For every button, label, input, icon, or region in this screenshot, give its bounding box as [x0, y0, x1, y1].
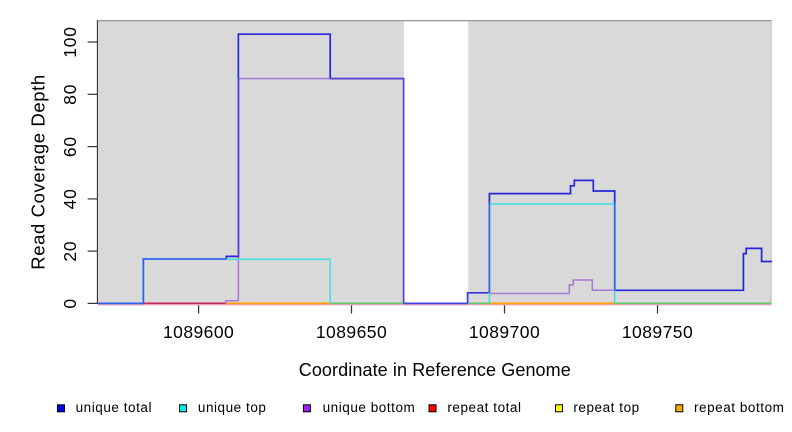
svg-text:60: 60: [60, 136, 80, 157]
svg-text:1089650: 1089650: [316, 322, 387, 342]
svg-text:20: 20: [60, 241, 80, 262]
svg-text:Coordinate in Reference Genome: Coordinate in Reference Genome: [299, 360, 571, 380]
svg-text:100: 100: [60, 26, 80, 58]
svg-text:unique top: unique top: [198, 400, 267, 415]
svg-text:repeat total: repeat total: [447, 400, 521, 415]
svg-text:1089600: 1089600: [163, 322, 234, 342]
svg-text:repeat bottom: repeat bottom: [694, 400, 784, 415]
svg-text:Read Coverage Depth: Read Coverage Depth: [28, 74, 49, 270]
svg-text:40: 40: [60, 188, 80, 209]
svg-text:unique total: unique total: [76, 400, 152, 415]
svg-text:unique bottom: unique bottom: [323, 400, 416, 415]
svg-text:80: 80: [60, 84, 80, 105]
svg-text:repeat top: repeat top: [573, 400, 639, 415]
svg-text:1089700: 1089700: [469, 322, 540, 342]
svg-text:1089750: 1089750: [622, 322, 693, 342]
svg-text:0: 0: [60, 298, 80, 309]
